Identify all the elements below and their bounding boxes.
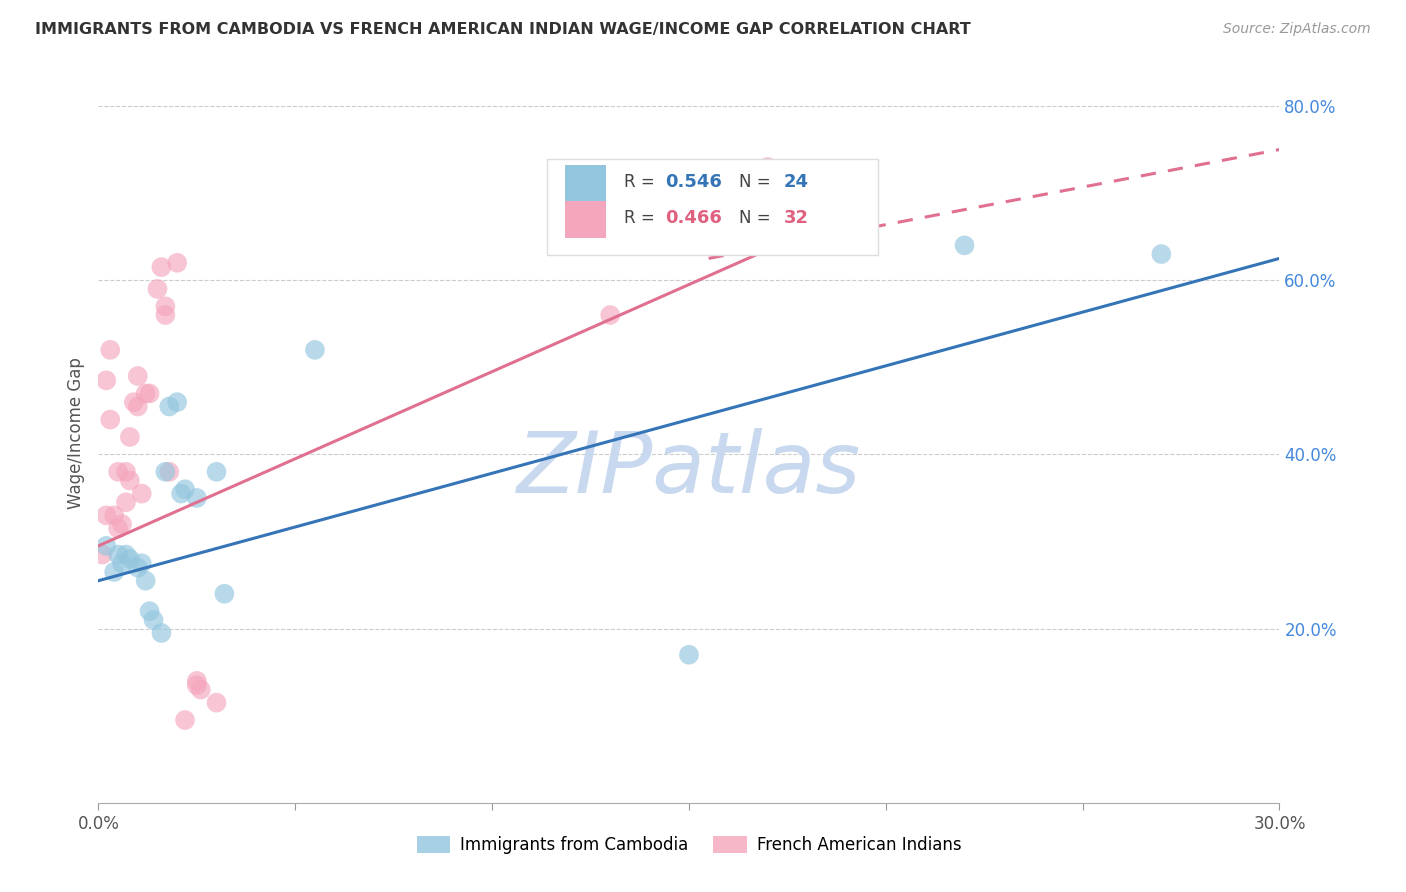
Point: [155, 465, 177, 479]
Point: [111, 556, 134, 570]
FancyBboxPatch shape: [547, 159, 877, 255]
Point: [155, 308, 177, 322]
Point: [150, 260, 173, 274]
Bar: [565, 165, 606, 202]
Bar: [565, 201, 606, 238]
Point: [103, 508, 125, 523]
Text: N =: N =: [738, 209, 776, 227]
Point: [96, 373, 118, 387]
Point: [150, 626, 173, 640]
Point: [186, 491, 208, 505]
Point: [205, 696, 228, 710]
Point: [127, 400, 149, 414]
Point: [205, 465, 228, 479]
Point: [98, 343, 121, 357]
Legend: Immigrants from Cambodia, French American Indians: Immigrants from Cambodia, French America…: [411, 830, 967, 861]
Text: 0.466: 0.466: [665, 209, 723, 227]
Point: [122, 395, 145, 409]
Point: [103, 565, 125, 579]
Point: [135, 386, 157, 401]
Point: [91, 548, 114, 562]
Point: [96, 508, 118, 523]
Point: [98, 412, 121, 426]
Point: [115, 465, 138, 479]
Point: [131, 486, 153, 500]
Point: [127, 560, 149, 574]
Point: [170, 486, 193, 500]
Point: [115, 495, 138, 509]
Point: [186, 673, 208, 688]
Point: [146, 282, 169, 296]
Point: [157, 465, 180, 479]
Text: Source: ZipAtlas.com: Source: ZipAtlas.com: [1223, 22, 1371, 37]
Text: 24: 24: [783, 173, 808, 191]
Text: IMMIGRANTS FROM CAMBODIA VS FRENCH AMERICAN INDIAN WAGE/INCOME GAP CORRELATION C: IMMIGRANTS FROM CAMBODIA VS FRENCH AMERI…: [35, 22, 972, 37]
Point: [190, 682, 212, 697]
Point: [166, 395, 188, 409]
Point: [118, 430, 141, 444]
Point: [107, 548, 129, 562]
Text: ZIPatlas: ZIPatlas: [517, 428, 860, 511]
Point: [107, 521, 129, 535]
Point: [131, 556, 153, 570]
Point: [1150, 247, 1173, 261]
Point: [111, 517, 134, 532]
Text: R =: R =: [624, 173, 659, 191]
Point: [599, 308, 621, 322]
Point: [678, 648, 700, 662]
Point: [96, 539, 118, 553]
Point: [107, 465, 129, 479]
Point: [953, 238, 976, 252]
Point: [304, 343, 326, 357]
Point: [157, 400, 180, 414]
Text: R =: R =: [624, 209, 659, 227]
Text: 32: 32: [783, 209, 808, 227]
Point: [142, 613, 165, 627]
Y-axis label: Wage/Income Gap: Wage/Income Gap: [66, 357, 84, 508]
Point: [174, 713, 197, 727]
Point: [174, 482, 197, 496]
Point: [155, 299, 177, 313]
Point: [127, 369, 149, 384]
Point: [166, 256, 188, 270]
Point: [214, 587, 236, 601]
Point: [135, 574, 157, 588]
Point: [118, 552, 141, 566]
Point: [138, 604, 160, 618]
Point: [756, 160, 779, 174]
Point: [115, 548, 138, 562]
Text: 0.546: 0.546: [665, 173, 723, 191]
Point: [186, 678, 208, 692]
Text: N =: N =: [738, 173, 776, 191]
Point: [138, 386, 160, 401]
Point: [118, 474, 141, 488]
